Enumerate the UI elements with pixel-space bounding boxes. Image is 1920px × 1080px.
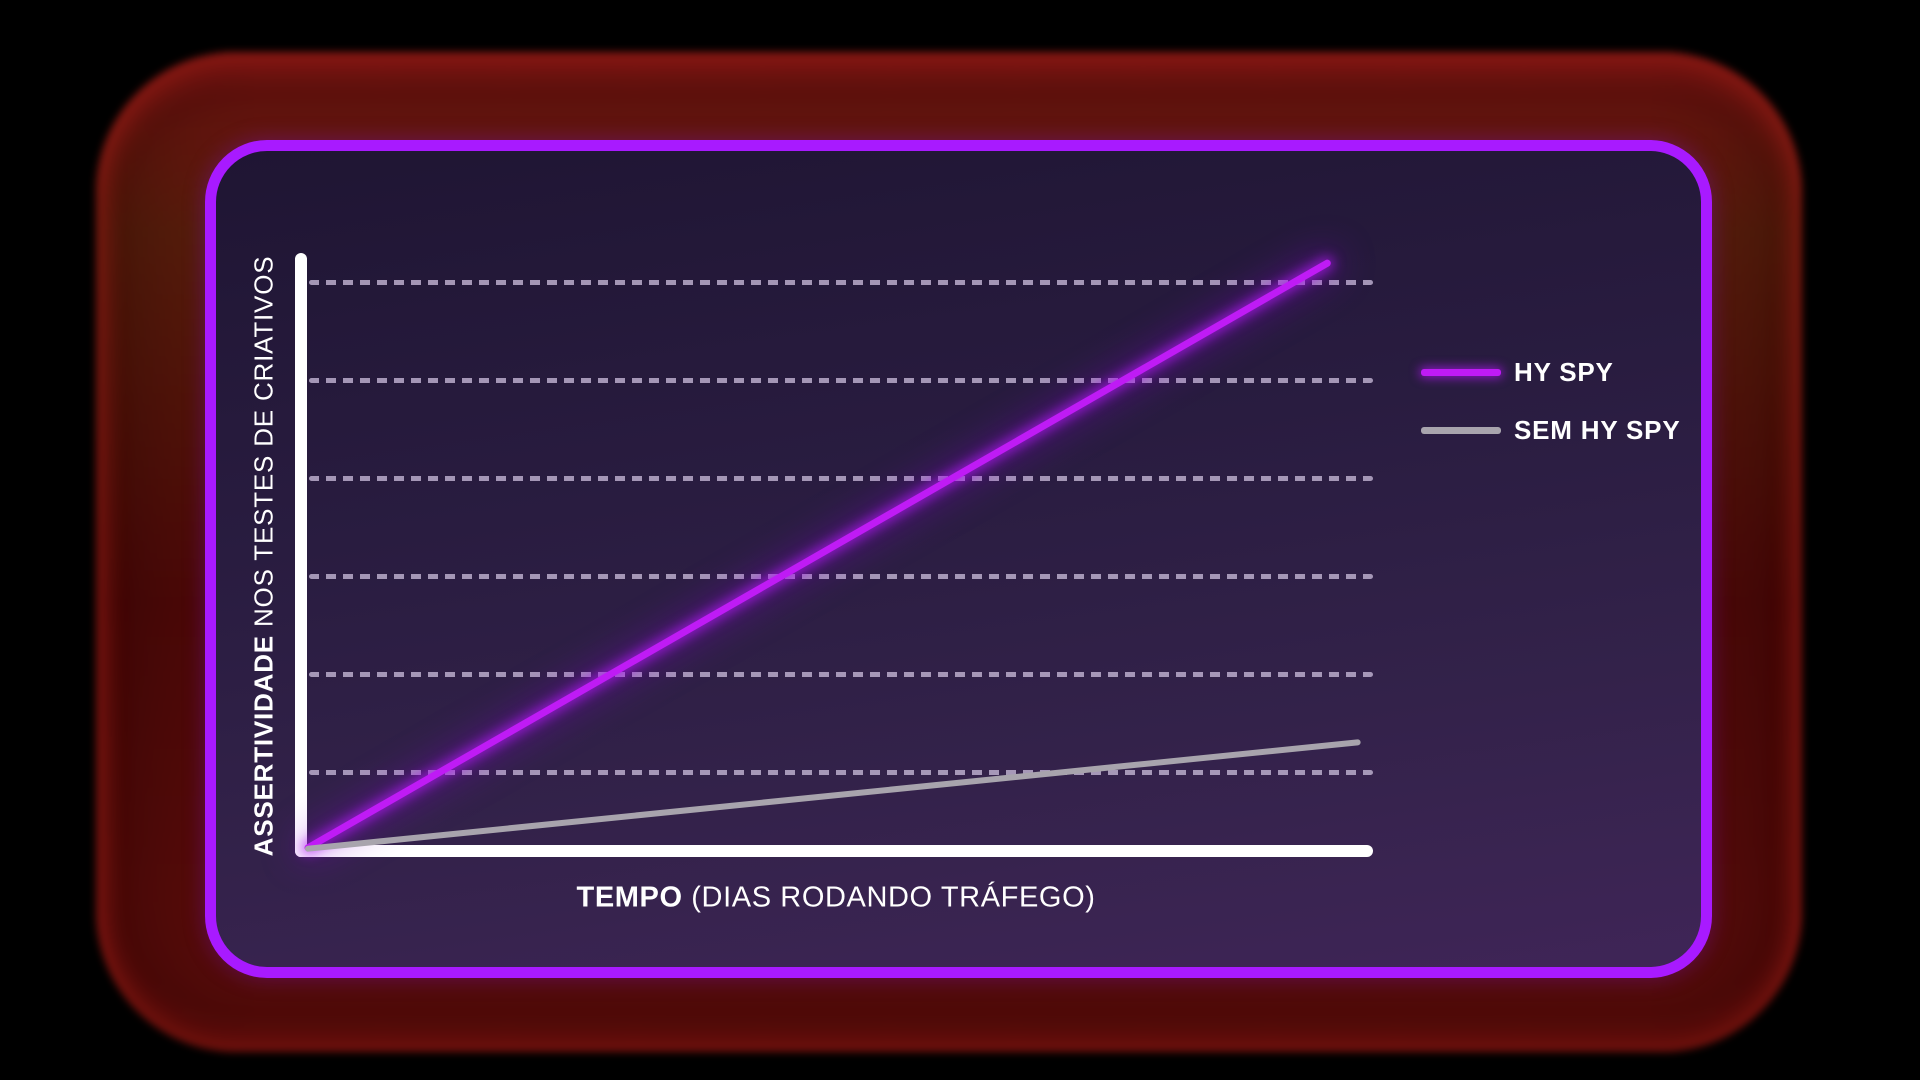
x-axis-label-rest: (DIAS RODANDO TRÁFEGO) bbox=[682, 881, 1096, 914]
y-axis-line bbox=[295, 253, 307, 857]
gridline bbox=[309, 672, 1373, 677]
gridline bbox=[309, 476, 1373, 481]
x-axis-line bbox=[295, 845, 1373, 857]
legend-item-sem-hy-spy: SEM HY SPY bbox=[1421, 410, 1680, 450]
legend-item-hy-spy: HY SPY bbox=[1421, 352, 1680, 392]
gridline bbox=[309, 378, 1373, 383]
legend-swatch bbox=[1421, 368, 1501, 376]
y-axis-label-rest: NOS TESTES DE CRIATIVOS bbox=[248, 255, 279, 636]
legend-label: HY SPY bbox=[1514, 356, 1614, 387]
legend: HY SPY SEM HY SPY bbox=[1421, 352, 1680, 468]
x-axis-label-bold: TEMPO bbox=[576, 881, 683, 914]
chart-panel bbox=[205, 140, 1712, 978]
gridline bbox=[309, 280, 1373, 285]
y-axis-label-bold: ASSERTIVIDADE bbox=[248, 635, 279, 857]
y-axis-label: ASSERTIVIDADE NOS TESTES DE CRIATIVOS bbox=[249, 256, 280, 857]
gridline bbox=[309, 574, 1373, 579]
x-axis-label: TEMPO (DIAS RODANDO TRÁFEGO) bbox=[577, 882, 1096, 915]
gridline bbox=[309, 770, 1373, 775]
legend-label: SEM HY SPY bbox=[1514, 414, 1681, 445]
legend-swatch bbox=[1421, 426, 1501, 434]
